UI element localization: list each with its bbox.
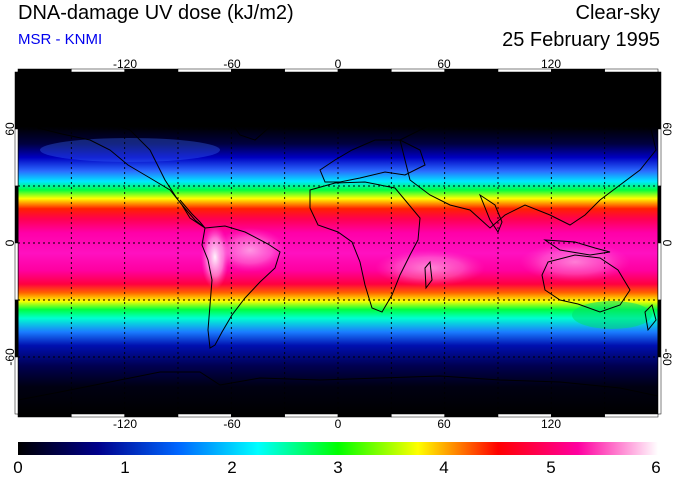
- frame-lon-bar: [337, 413, 392, 418]
- lon-label-top: -120: [113, 57, 137, 71]
- figure-title: DNA-damage UV dose (kJ/m2): [18, 2, 294, 24]
- frame-lat-bar: [14, 71, 19, 130]
- south-america-coastline: [201, 225, 281, 349]
- lon-label-bottom: 60: [437, 417, 451, 431]
- frame-tick-bars: [14, 68, 662, 418]
- frame-lon-bar: [444, 413, 499, 418]
- frame-lat-bar: [657, 356, 662, 415]
- frame-lat-bar: [14, 185, 19, 244]
- india-coastline: [478, 193, 503, 234]
- longitude-labels-top: -120 -60 0 60 120: [113, 57, 561, 71]
- lat-label-left: -60: [3, 348, 17, 366]
- frame-lon-bar: [337, 68, 392, 73]
- frame-lat-bar: [14, 356, 19, 415]
- sky-condition-label: Clear-sky: [575, 2, 660, 24]
- lon-label-top: -60: [223, 57, 241, 71]
- asia-coastline: [399, 109, 657, 229]
- colorbar: [18, 442, 658, 455]
- frame-lat-bar: [14, 242, 19, 301]
- lat-label-left: 60: [3, 122, 17, 136]
- latitude-labels-left: 60 0 -60: [3, 122, 17, 366]
- colorbar-tick-label: 0: [13, 458, 23, 477]
- frame-lon-bar: [604, 68, 659, 73]
- lon-label-bottom: 0: [335, 417, 342, 431]
- frame-lon-bar: [17, 68, 72, 73]
- latitude-labels-right: 60 0 -60: [660, 122, 674, 366]
- date-label: 25 February 1995: [502, 29, 660, 51]
- colorbar-tick-label: 6: [651, 458, 661, 477]
- australia-coastline: [541, 254, 631, 313]
- southern-africa-high-uv-area: [375, 250, 485, 286]
- colorbar-tick-label: 4: [439, 458, 449, 477]
- lon-label-bottom: 120: [541, 417, 561, 431]
- longitude-labels-bottom: -120 -60 0 60 120: [113, 417, 561, 431]
- new-zealand-coastline: [644, 304, 657, 332]
- lon-label-top: 120: [541, 57, 561, 71]
- greenland-coastline: [224, 94, 281, 141]
- tasman-cloud-area: [572, 301, 652, 329]
- lat-label-left: 0: [3, 239, 17, 246]
- frame-lat-bar: [657, 128, 662, 187]
- colorbar-tick-label: 3: [333, 458, 343, 477]
- lon-label-bottom: -120: [113, 417, 137, 431]
- frame-lon-bar: [444, 68, 499, 73]
- madagascar-coastline: [424, 260, 433, 290]
- australia-high-uv-area: [520, 242, 630, 282]
- lon-label-bottom: -60: [223, 417, 241, 431]
- lat-label-right: 60: [660, 122, 674, 136]
- frame-lat-bar: [657, 242, 662, 301]
- frame-lon-bar: [604, 413, 659, 418]
- frame-lon-bar: [284, 68, 339, 73]
- antarctica-coastline: [17, 371, 659, 401]
- frame-lat-bar: [14, 128, 19, 187]
- frame-lat-bar: [657, 71, 662, 130]
- colorbar-tick-label: 5: [546, 458, 556, 477]
- source-label: MSR - KNMI: [18, 31, 103, 48]
- indonesia-coastline: [543, 239, 611, 256]
- coastlines: [17, 94, 659, 401]
- colorbar-tick-label: 2: [227, 458, 237, 477]
- lon-label-top: 60: [437, 57, 451, 71]
- lat-label-right: 0: [660, 240, 674, 247]
- graticule: [18, 72, 658, 414]
- north-pacific-band: [40, 138, 220, 162]
- frame-lon-bar: [17, 413, 72, 418]
- lon-label-top: 0: [335, 57, 342, 71]
- europe-coastline: [319, 139, 426, 183]
- frame-lon-bar: [284, 413, 339, 418]
- frame-lat-bar: [657, 185, 662, 244]
- lat-label-right: -60: [660, 348, 674, 366]
- colorbar-tick-label: 1: [120, 458, 130, 477]
- south-america-high-uv-area: [214, 228, 286, 272]
- central-america-coastline: [179, 199, 206, 229]
